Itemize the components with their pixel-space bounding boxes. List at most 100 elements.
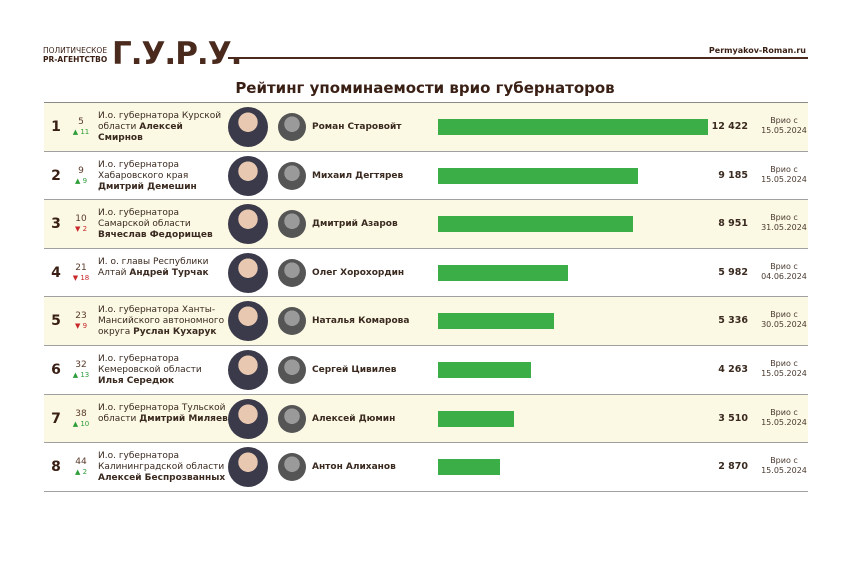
predecessor-name: Олег Хорохордин (312, 267, 405, 278)
rank-change: ▲ 2 (70, 467, 92, 477)
table-row: 7 38 ▲ 10 И.о. губернатора Тульской обла… (44, 394, 808, 444)
table-row: 2 9 ▲ 9 И.о. губернатора Хабаровского кр… (44, 152, 808, 201)
bar (438, 264, 568, 281)
arrow-up-icon: ▲ (72, 128, 79, 136)
rank-change: ▲ 10 (70, 419, 92, 429)
table-row: 8 44 ▲ 2 И.о. губернатора Калининградско… (44, 443, 808, 492)
site-link[interactable]: Permyakov-Roman.ru (708, 46, 806, 55)
table-row: 5 23 ▼ 9 И.о. губернатора Ханты-Мансийск… (44, 297, 808, 346)
previous-rank-value: 32 (75, 359, 87, 370)
rank-change-value: 9 (82, 322, 88, 331)
predecessor-name: Наталья Комарова (312, 316, 410, 327)
date: 15.05.2024 (761, 174, 807, 184)
post: И.о. губернатора Самарской области (98, 208, 191, 230)
bar (438, 119, 708, 135)
date: 15.05.2024 (761, 126, 807, 135)
rank-change: ▲ 9 (70, 176, 92, 186)
arrow-up-icon: ▲ (74, 176, 81, 185)
governor-photo (228, 301, 268, 342)
predecessor-name: Алексей Дюмин (312, 413, 396, 424)
acting-since: Врио с 15.05.2024 (760, 456, 808, 476)
value-label: 12 422 (711, 121, 748, 132)
previous-rank-value: 44 (75, 457, 87, 468)
arrow-up-icon: ▲ (72, 370, 79, 379)
acting-since: Врио с 31.05.2024 (760, 213, 808, 233)
date-label: Врио с (770, 164, 798, 174)
previous-rank: 10 ▼ 2 (70, 214, 92, 234)
table-row: 1 5 ▲ 11 И.о. губернатора Курской област… (44, 103, 808, 152)
date: 31.05.2024 (761, 223, 807, 233)
rank-change: ▲ 13 (70, 370, 92, 380)
value-label: 5 982 (718, 266, 748, 278)
predecessor-photo (278, 258, 306, 287)
post: И.о. губернатора Курской области (98, 111, 222, 132)
rating-table: 1 5 ▲ 11 И.о. губернатора Курской област… (44, 102, 808, 492)
post: И.о. губернатора Кемеровской области (98, 353, 202, 375)
predecessor-photo (278, 453, 306, 482)
governor-description: И.о. губернатора Хабаровского края Дмитр… (98, 160, 230, 193)
predecessor-photo (278, 113, 306, 141)
previous-rank: 38 ▲ 10 (70, 409, 92, 429)
governor-name: Илья Середюк (98, 375, 175, 386)
date-label: Врио с (770, 213, 798, 223)
post: И. о. главы Республики Алтай (98, 256, 209, 278)
governor-name: Вячеслав Федорищев (98, 230, 213, 241)
date: 30.05.2024 (761, 320, 807, 330)
previous-rank-value: 5 (78, 117, 84, 127)
logo-line2: PR-АГЕНТСТВО (43, 55, 108, 64)
rank-change: ▲ 11 (70, 127, 92, 137)
governor-name: Алексей Смирнов (98, 122, 183, 143)
value-label: 4 263 (718, 363, 748, 375)
value-label: 3 510 (718, 412, 748, 424)
table-row: 3 10 ▼ 2 И.о. губернатора Самарской обла… (44, 200, 808, 249)
previous-rank: 9 ▲ 9 (70, 166, 92, 186)
agency-label: ПОЛИТИЧЕСКОЕ PR-АГЕНТСТВО (43, 46, 107, 64)
predecessor-name: Михаил Дегтярев (312, 170, 404, 181)
acting-since: Врио с 15.05.2024 (760, 116, 808, 136)
governor-description: И.о. губернатора Ханты-Мансийского автон… (98, 305, 230, 338)
bar (438, 361, 531, 378)
arrow-up-icon: ▲ (74, 468, 81, 477)
previous-rank: 21 ▼ 18 (70, 263, 92, 283)
predecessor-photo (278, 161, 306, 190)
acting-since: Врио с 04.06.2024 (760, 262, 808, 282)
bar (438, 410, 515, 427)
acting-since: Врио с 15.05.2024 (760, 165, 808, 185)
rank: 8 (51, 459, 61, 476)
rank-change-value: 9 (82, 176, 88, 185)
rank-change-value: 18 (80, 273, 90, 282)
value-label: 2 870 (718, 461, 748, 473)
governor-name: Руслан Кухарук (133, 327, 217, 338)
bar (438, 459, 501, 476)
rank: 2 (51, 167, 61, 184)
predecessor-name: Сергей Цивилев (312, 364, 397, 375)
previous-rank: 32 ▲ 13 (70, 360, 92, 380)
governor-description: И.о. губернатора Калининградской области… (98, 451, 230, 484)
previous-rank-value: 38 (75, 408, 87, 419)
chart-title: Рейтинг упоминаемости врио губернаторов (235, 79, 615, 97)
guru-logo: Г.У.Р.У. (112, 36, 242, 72)
governor-name: Алексей Беспрозванных (98, 473, 226, 484)
rank-change: ▼ 9 (70, 321, 92, 331)
table-row: 4 21 ▼ 18 И. о. главы Республики Алтай А… (44, 249, 808, 298)
predecessor-photo (278, 210, 306, 239)
table-row: 6 32 ▲ 13 И.о. губернатора Кемеровской о… (44, 346, 808, 395)
governor-photo (228, 447, 268, 488)
governor-description: И.о. губернатора Тульской области Дмитри… (98, 403, 230, 425)
acting-since: Врио с 15.05.2024 (760, 359, 808, 379)
governor-photo (228, 252, 268, 293)
acting-since: Врио с 30.05.2024 (760, 310, 808, 330)
governor-name: Дмитрий Миляев (139, 413, 228, 424)
rank-change-value: 2 (82, 225, 88, 234)
arrow-down-icon: ▼ (74, 322, 81, 331)
rank-change-value: 10 (80, 419, 90, 428)
rank: 6 (51, 361, 61, 378)
predecessor-photo (278, 355, 306, 384)
rank: 3 (51, 216, 61, 233)
post: И.о. губернатора Калининградской области (98, 451, 225, 473)
arrow-down-icon: ▼ (72, 273, 79, 282)
rank-change-value: 2 (82, 468, 88, 477)
rank: 4 (51, 264, 61, 281)
governor-description: И. о. главы Республики Алтай Андрей Турч… (98, 257, 230, 279)
post: И.о. губернатора Хабаровского края (98, 159, 189, 181)
